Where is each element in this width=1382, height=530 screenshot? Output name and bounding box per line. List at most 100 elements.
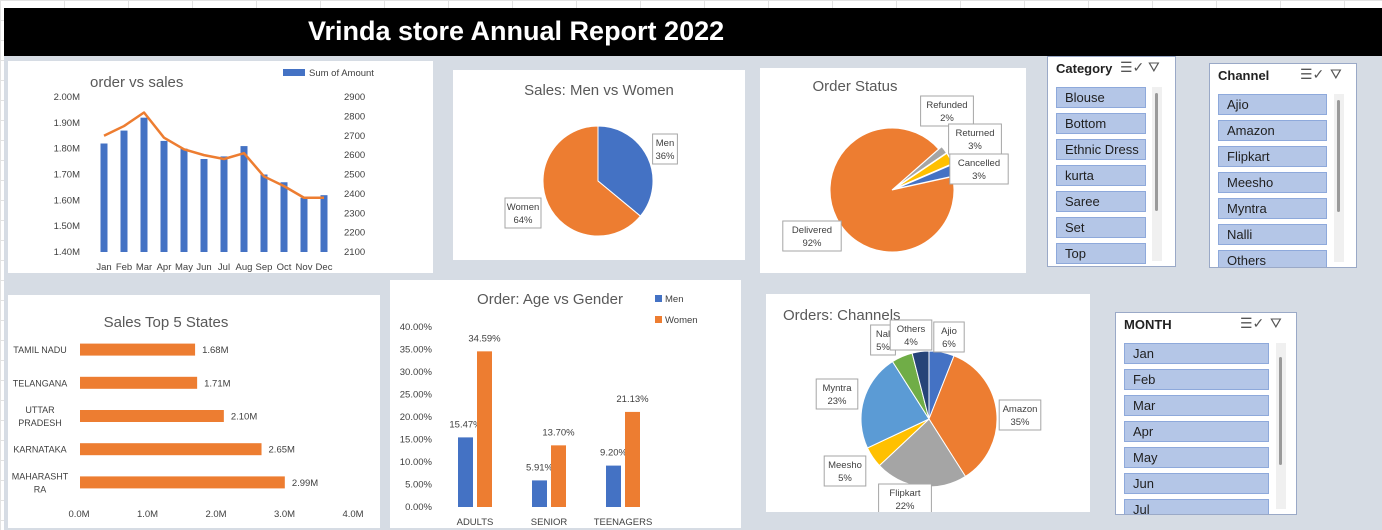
data-label-cancelled-text: 3% bbox=[972, 171, 986, 182]
slicer-item-top[interactable]: Top bbox=[1056, 243, 1146, 264]
clear-filter-icon[interactable]: ⛛ bbox=[1270, 315, 1282, 331]
top-states-panel[interactable]: Sales Top 5 States 0.0M 1.0M 2.0M 3.0M 4.0M 1.… bbox=[8, 295, 380, 528]
slicer-item-blouse[interactable]: Blouse bbox=[1056, 87, 1146, 108]
y-tick: MAHARASHT bbox=[12, 471, 69, 481]
data-label-returned-text: Returned bbox=[955, 128, 994, 139]
data-label-channel-box bbox=[889, 319, 933, 351]
slicer-item-ethnic-dress[interactable]: Ethnic Dress bbox=[1056, 139, 1146, 160]
slicer-scrollbar[interactable] bbox=[1152, 87, 1162, 261]
slicer-scroll-thumb[interactable] bbox=[1279, 357, 1282, 465]
slicer-item-apr[interactable]: Apr bbox=[1124, 421, 1269, 442]
data-label-channel-text: Others bbox=[897, 324, 926, 335]
y-tick-right: 2300 bbox=[344, 208, 365, 219]
data-label-returned-text: 3% bbox=[968, 141, 982, 152]
bar-amount bbox=[220, 156, 228, 252]
slicer-item-may[interactable]: May bbox=[1124, 447, 1269, 468]
slicer-item-jul[interactable]: Jul bbox=[1124, 499, 1269, 514]
data-label-men-text: Men bbox=[656, 138, 674, 149]
slicer-item-nalli[interactable]: Nalli bbox=[1218, 224, 1327, 245]
slicer-item-others[interactable]: Others bbox=[1218, 250, 1327, 267]
x-tick: Jan bbox=[96, 262, 111, 273]
x-tick: TEENAGERS bbox=[594, 517, 653, 528]
order-status-chart: Order Status Refunded 2%Returned 3% Cancelle… bbox=[782, 78, 1009, 253]
data-label-channel-text: Nal bbox=[876, 329, 890, 340]
x-tick: Sep bbox=[256, 262, 273, 273]
slicer-item-mar[interactable]: Mar bbox=[1124, 395, 1269, 416]
x-tick: 2.0M bbox=[205, 509, 226, 520]
data-label-channel-text: Flipkart bbox=[889, 488, 921, 499]
data-label-channel-text: 4% bbox=[904, 337, 918, 348]
slicer-item-kurta[interactable]: kurta bbox=[1056, 165, 1146, 186]
clear-filter-icon[interactable]: ⛛ bbox=[1148, 59, 1160, 75]
clear-filter-icon[interactable]: ⛛ bbox=[1330, 66, 1342, 82]
data-label-channel-text: 22% bbox=[895, 501, 915, 512]
orders-channels-panel[interactable]: Orders: Channels Ajio 6% Amazon 35% Flipkart 2… bbox=[766, 294, 1090, 512]
x-tick: Feb bbox=[116, 262, 132, 273]
bar-state bbox=[80, 343, 196, 356]
slicer-scroll-thumb[interactable] bbox=[1337, 100, 1340, 212]
pie-slice bbox=[928, 355, 998, 478]
bar-men bbox=[532, 480, 547, 507]
bar-state bbox=[80, 443, 262, 456]
y-tick-left: 1.90M bbox=[54, 118, 80, 129]
category-slicer-header: Category bbox=[1056, 61, 1113, 76]
multi-select-icon[interactable]: ☰✓ bbox=[1240, 315, 1265, 331]
bar-amount bbox=[140, 117, 148, 252]
slicer-item-flipkart[interactable]: Flipkart bbox=[1218, 146, 1327, 167]
bar-value-label: 2.99M bbox=[292, 478, 318, 489]
top-states-chart: Sales Top 5 States 0.0M 1.0M 2.0M 3.0M 4.0M 1.… bbox=[12, 314, 364, 520]
data-label-channel-box bbox=[998, 399, 1042, 431]
order-vs-sales-panel[interactable]: order vs sales Sum of Amount 1.40M 1.50M 1.6… bbox=[8, 61, 433, 273]
channel-slicer[interactable]: Channel ☰✓ ⛛ Ajio Amazon Flipkart Meesho Myn… bbox=[1209, 63, 1357, 268]
line-series bbox=[103, 111, 324, 199]
age-vs-gender-panel[interactable]: Order: Age vs Gender Men Women 0.00% 5.00% 10… bbox=[390, 280, 741, 528]
multi-select-icon[interactable]: ☰✓ bbox=[1120, 59, 1145, 75]
data-label-channel-text: 35% bbox=[1010, 417, 1030, 428]
bar-value-label: 13.70% bbox=[542, 427, 575, 438]
order-status-panel[interactable]: Order Status Refunded 2% Returned 3% Cancelle… bbox=[760, 68, 1026, 273]
y-tick: TELANGANA bbox=[13, 378, 68, 388]
slicer-item-meesho[interactable]: Meesho bbox=[1218, 172, 1327, 193]
slicer-item-bottom[interactable]: Bottom bbox=[1056, 113, 1146, 134]
month-slicer[interactable]: MONTH ☰✓ ⛛ Jan Feb Mar Apr May Jun Jul bbox=[1115, 312, 1297, 515]
x-tick: 0.0M bbox=[68, 509, 89, 520]
bar-women bbox=[551, 445, 566, 507]
x-tick: Dec bbox=[316, 262, 333, 273]
chart-title: Orders: Channels bbox=[783, 307, 901, 324]
y-tick: UTTAR bbox=[25, 405, 55, 415]
slicer-item-set[interactable]: Set bbox=[1056, 217, 1146, 238]
category-slicer[interactable]: Category ☰✓ ⛛ Blouse Bottom Ethnic Dress ku… bbox=[1047, 56, 1176, 267]
pie-slice bbox=[894, 145, 948, 188]
data-label-channel-text: Meesho bbox=[828, 460, 862, 471]
slicer-scrollbar[interactable] bbox=[1334, 94, 1344, 262]
men-vs-women-chart: Sales: Men vs Women Men 36% Women 64% bbox=[504, 82, 678, 237]
x-tick: 1.0M bbox=[137, 509, 158, 520]
multi-select-icon[interactable]: ☰✓ bbox=[1300, 66, 1325, 82]
month-slicer-header: MONTH bbox=[1124, 317, 1172, 332]
data-label-delivered-text: Delivered bbox=[792, 225, 832, 236]
slicer-item-feb[interactable]: Feb bbox=[1124, 369, 1269, 390]
slicer-item-jun[interactable]: Jun bbox=[1124, 473, 1269, 494]
data-label-channel-text: Ajio bbox=[941, 326, 957, 337]
bar-amount bbox=[320, 195, 328, 252]
pie-slice bbox=[597, 125, 654, 217]
slicer-scroll-thumb[interactable] bbox=[1155, 93, 1158, 211]
data-label-delivered-box bbox=[782, 220, 842, 252]
men-vs-women-panel[interactable]: Sales: Men vs Women Men 36% Women 64% bbox=[453, 70, 745, 260]
data-label-refunded-text: 2% bbox=[940, 113, 954, 124]
data-label-channel-text: 6% bbox=[942, 339, 956, 350]
data-label-cancelled-text: Cancelled bbox=[958, 158, 1000, 169]
slicer-item-saree[interactable]: Saree bbox=[1056, 191, 1146, 212]
y-tick: TAMIL NADU bbox=[13, 345, 67, 355]
data-label-channel-box bbox=[815, 378, 859, 410]
slicer-item-amazon[interactable]: Amazon bbox=[1218, 120, 1327, 141]
slicer-item-myntra[interactable]: Myntra bbox=[1218, 198, 1327, 219]
x-tick: Apr bbox=[157, 262, 172, 273]
data-label-delivered-text: 92% bbox=[802, 238, 822, 249]
age-vs-gender-chart: Order: Age vs Gender Men Women 0.00% 5.00% 10… bbox=[400, 291, 698, 528]
slicer-item-jan[interactable]: Jan bbox=[1124, 343, 1269, 364]
slicer-item-ajio[interactable]: Ajio bbox=[1218, 94, 1327, 115]
y-tick: RA bbox=[34, 484, 47, 494]
data-label-women-text: Women bbox=[507, 202, 540, 213]
slicer-scrollbar[interactable] bbox=[1276, 343, 1286, 509]
